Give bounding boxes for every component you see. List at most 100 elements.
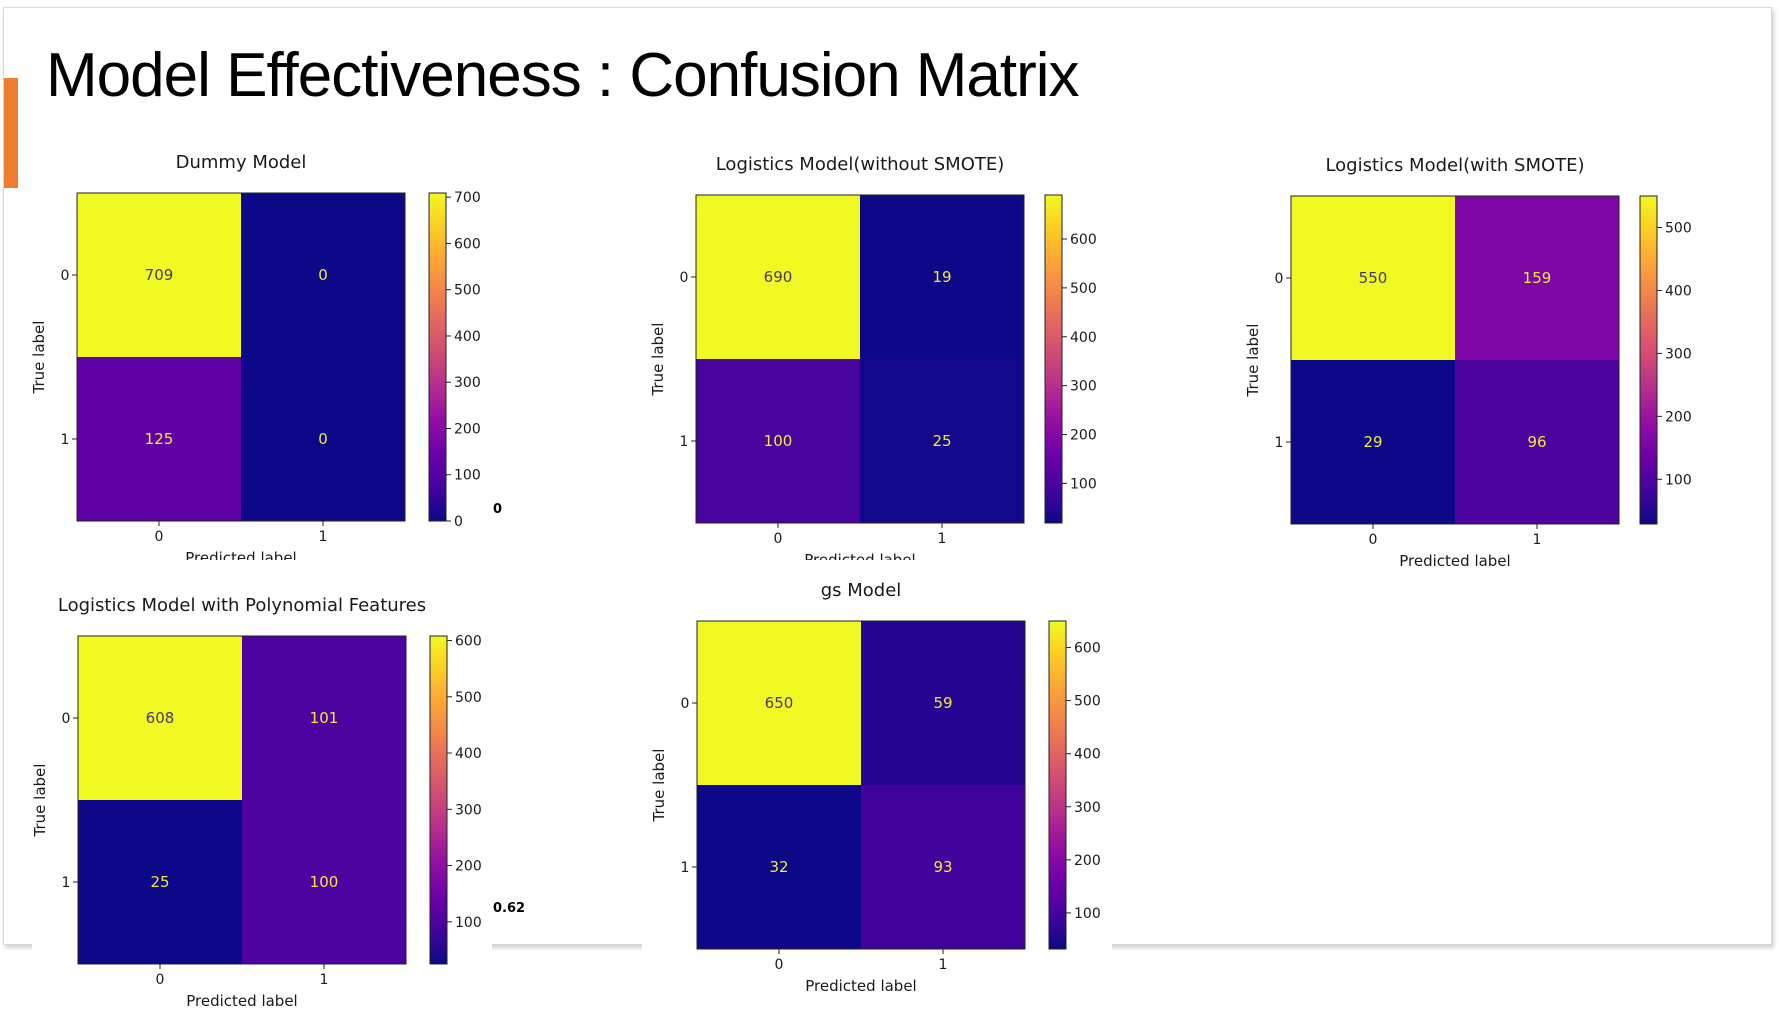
cell-value-label: 690 (764, 268, 793, 286)
matrix-cell (860, 359, 1024, 523)
matrix-border (1290, 195, 1620, 525)
y-tick-label: 0 (680, 270, 689, 286)
colorbar-tick-label: 400 (1070, 330, 1097, 346)
cell-value-label: 32 (769, 858, 788, 876)
chart-title: gs Model (821, 580, 902, 601)
colorbar-tick-label: 500 (455, 690, 482, 706)
colorbar-tick-label: 400 (1074, 747, 1101, 763)
colorbar-tick-label: 400 (454, 329, 481, 345)
colorbar-tick-label: 300 (454, 375, 481, 391)
cell-value-label: 709 (145, 266, 174, 284)
colorbar-tick-label: 200 (1074, 853, 1101, 869)
matrix-cell (242, 636, 406, 800)
cell-value-label: 93 (933, 858, 952, 876)
x-tick-label: 0 (774, 531, 783, 547)
colorbar-tick-label: 100 (1070, 476, 1097, 492)
matrix-cell (77, 357, 241, 521)
cell-value-label: 25 (150, 873, 169, 891)
y-axis-label: True label (31, 764, 49, 838)
cell-value-label: 650 (765, 694, 794, 712)
matrix-border (696, 620, 1026, 950)
colorbar-tick-label: 200 (1070, 428, 1097, 444)
colorbar (1640, 196, 1657, 524)
y-tick-label: 0 (681, 696, 690, 712)
matrix-cell (78, 636, 242, 800)
cell-value-label: 608 (146, 709, 175, 727)
colorbar-tick-label: 0 (454, 514, 463, 530)
y-axis-label: True label (650, 749, 668, 823)
colorbar-tick-label: 100 (454, 468, 481, 484)
cell-value-label: 550 (1359, 269, 1388, 287)
colorbar-tick-label: 500 (1074, 694, 1101, 710)
colorbar-tick-label: 600 (454, 236, 481, 252)
matrix-cell (697, 785, 861, 949)
matrix-cell (242, 800, 406, 964)
colorbar-tick-label: 300 (1665, 346, 1692, 362)
colorbar-tick-label: 600 (1070, 232, 1097, 248)
y-tick-label: 0 (1275, 271, 1284, 287)
colorbar (429, 193, 446, 521)
matrix-border (76, 192, 406, 522)
y-tick-label: 1 (62, 875, 71, 891)
cell-value-label: 125 (145, 430, 174, 448)
y-tick-label: 1 (680, 434, 689, 450)
matrix-cell (78, 800, 242, 964)
matrix-cell (1455, 360, 1619, 524)
matrix-border (77, 635, 407, 965)
colorbar (1045, 195, 1062, 523)
matrix-border (695, 194, 1025, 524)
x-tick-label: 1 (938, 531, 947, 547)
x-axis-label: Predicted label (805, 977, 916, 995)
x-axis-label: Predicted label (1399, 552, 1510, 570)
colorbar-tick-label: 300 (1074, 800, 1101, 816)
matrix-cell (241, 357, 405, 521)
matrix-cell (77, 193, 241, 357)
colorbar-tick-label: 600 (1074, 641, 1101, 657)
matrix-cell (861, 621, 1025, 785)
colorbar (430, 636, 447, 964)
cell-value-label: 0 (318, 430, 328, 448)
x-tick-label: 0 (1369, 532, 1378, 548)
cell-value-label: 100 (310, 873, 339, 891)
slide-title: Model Effectiveness : Confusion Matrix (46, 41, 1080, 110)
cell-value-label: 101 (310, 709, 339, 727)
y-tick-label: 0 (62, 711, 71, 727)
matrix-cell (697, 621, 861, 785)
colorbar-tick-label: 500 (1665, 220, 1692, 236)
matrix-cell (1291, 360, 1455, 524)
x-tick-label: 0 (775, 957, 784, 973)
x-tick-label: 1 (320, 972, 329, 988)
accent-bar (4, 78, 18, 188)
colorbar-tick-label: 500 (1070, 281, 1097, 297)
colorbar-tick-label: 300 (455, 802, 482, 818)
colorbar-tick-label: 700 (454, 190, 481, 206)
colorbar-tick-label: 100 (455, 915, 482, 931)
x-tick-label: 0 (156, 972, 165, 988)
colorbar-tick-label: 200 (455, 859, 482, 875)
confusion-matrix-5: gs Model 650 59 32 93 0 1 0 1 Predicted label True… (642, 560, 1112, 1018)
note-zero: 0 (493, 502, 503, 517)
colorbar (1049, 621, 1066, 949)
colorbar-border (1048, 620, 1067, 950)
y-tick-label: 1 (681, 860, 690, 876)
x-tick-label: 1 (319, 529, 328, 545)
cell-value-label: 59 (933, 694, 952, 712)
colorbar-tick-label: 500 (454, 283, 481, 299)
matrix-cell (696, 195, 860, 359)
x-tick-label: 1 (939, 957, 948, 973)
note-score: 0.62 (493, 901, 526, 916)
colorbar-tick-label: 200 (454, 421, 481, 437)
matrix-cell (861, 785, 1025, 949)
y-axis-label: True label (30, 321, 48, 395)
y-tick-label: 1 (61, 432, 70, 448)
cell-value-label: 100 (764, 432, 793, 450)
x-tick-label: 1 (1533, 532, 1542, 548)
colorbar-tick-label: 600 (455, 634, 482, 650)
chart-title: Dummy Model (176, 152, 307, 173)
colorbar-tick-label: 100 (1665, 472, 1692, 488)
cell-value-label: 29 (1363, 433, 1382, 451)
cell-value-label: 159 (1523, 269, 1552, 287)
cell-value-label: 0 (318, 266, 328, 284)
